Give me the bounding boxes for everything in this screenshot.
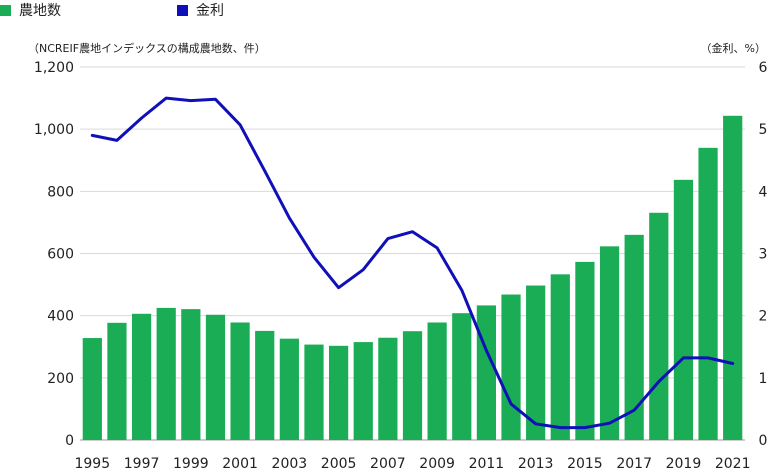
y-left-tick-label: 400 bbox=[47, 309, 74, 325]
x-tick-label: 2019 bbox=[666, 456, 702, 471]
bar bbox=[83, 338, 102, 440]
y-left-tick-label: 0 bbox=[65, 433, 74, 449]
bar-series-farmland bbox=[83, 116, 743, 440]
bar bbox=[575, 262, 594, 440]
x-tick-label: 1995 bbox=[74, 456, 110, 471]
y-right-tick-label: 1 bbox=[759, 371, 768, 387]
y-right-tick-label: 2 bbox=[759, 309, 768, 325]
bar bbox=[329, 346, 348, 440]
x-tick-label: 1997 bbox=[124, 456, 160, 471]
x-tick-label: 2003 bbox=[272, 456, 308, 471]
bar bbox=[206, 315, 225, 440]
bar bbox=[107, 323, 126, 440]
y-left-tick-label: 1,200 bbox=[34, 60, 74, 76]
bar bbox=[280, 339, 299, 440]
x-tick-label: 2013 bbox=[518, 456, 554, 471]
bar bbox=[157, 308, 176, 440]
bar bbox=[600, 246, 619, 440]
x-tick-label: 2005 bbox=[321, 456, 357, 471]
bar bbox=[181, 309, 200, 440]
y-right-tick-label: 3 bbox=[759, 247, 768, 263]
x-axis-tick-labels: 1995 1997 1999 2001 2003 2005 2007 2009 2011 2013… bbox=[74, 456, 750, 471]
x-tick-label: 2015 bbox=[567, 456, 603, 471]
right-axis-tick-labels: 0 1 2 3 4 5 6 bbox=[759, 60, 768, 449]
bar bbox=[649, 213, 668, 440]
y-right-tick-label: 0 bbox=[759, 433, 768, 449]
x-tick-label: 2021 bbox=[715, 456, 751, 471]
y-right-tick-label: 4 bbox=[759, 184, 768, 200]
bar bbox=[723, 116, 742, 440]
bar bbox=[428, 323, 447, 440]
x-tick-label: 2017 bbox=[616, 456, 652, 471]
x-tick-label: 2011 bbox=[469, 456, 505, 471]
x-tick-label: 1999 bbox=[173, 456, 209, 471]
bar bbox=[132, 314, 151, 440]
y-right-tick-label: 6 bbox=[759, 60, 768, 76]
bar bbox=[698, 148, 717, 440]
bar bbox=[354, 342, 373, 440]
bar bbox=[403, 331, 422, 440]
bar bbox=[477, 305, 496, 440]
x-tick-label: 2001 bbox=[222, 456, 258, 471]
bar bbox=[230, 323, 249, 440]
x-tick-label: 2009 bbox=[419, 456, 455, 471]
bar bbox=[674, 180, 693, 440]
y-left-tick-label: 200 bbox=[47, 371, 74, 387]
bar bbox=[452, 313, 471, 440]
bar bbox=[551, 274, 570, 440]
bar bbox=[501, 295, 520, 440]
x-tick-label: 2007 bbox=[370, 456, 406, 471]
bar bbox=[255, 331, 274, 440]
left-axis-tick-labels: 0 200 400 600 800 1,000 1,200 bbox=[34, 60, 74, 449]
y-left-tick-label: 1,000 bbox=[34, 122, 74, 138]
y-left-tick-label: 600 bbox=[47, 247, 74, 263]
y-left-tick-label: 800 bbox=[47, 184, 74, 200]
bar bbox=[304, 345, 323, 440]
bar bbox=[378, 338, 397, 440]
y-right-tick-label: 5 bbox=[759, 122, 768, 138]
